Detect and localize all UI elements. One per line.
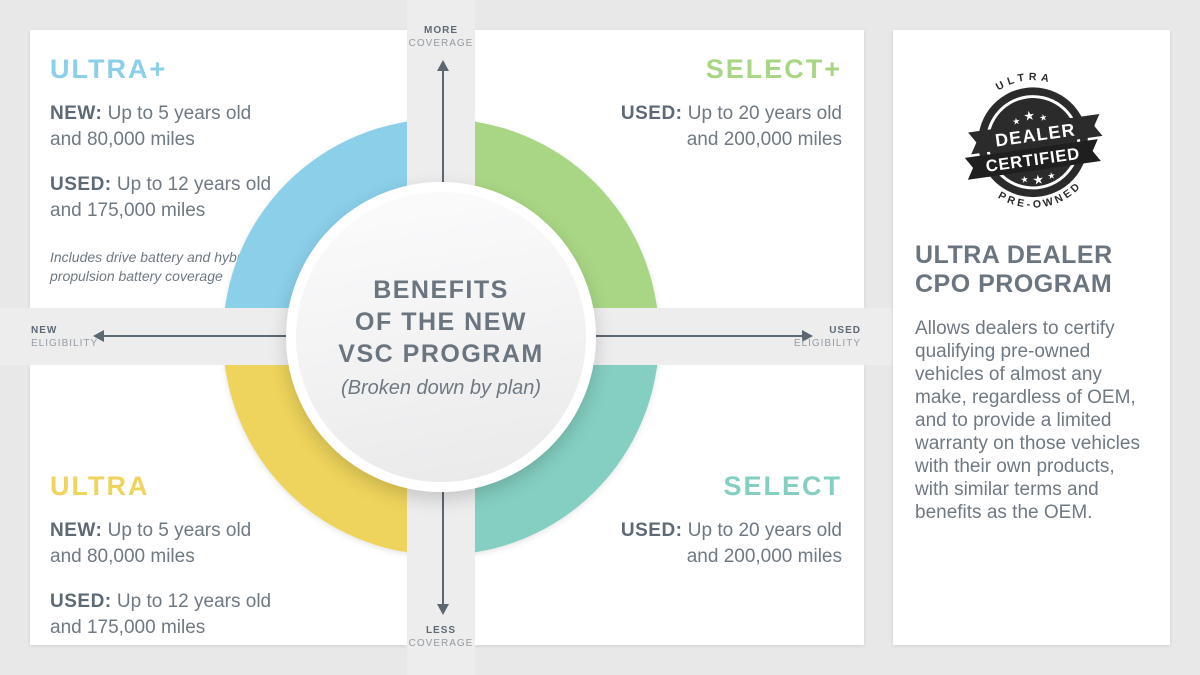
quadrant-title-ultra-plus: ULTRA+ <box>50 54 168 84</box>
sidebar-paragraph: Allows dealers to certify qualifying pre… <box>915 317 1140 523</box>
quadrant-title-select-plus: SELECT+ <box>705 54 842 84</box>
axis-label-used-eligibility: USED ELIGIBILITY <box>793 325 861 349</box>
star-icon: ★ <box>1032 174 1044 187</box>
quadrant-title-select: SELECT <box>723 471 842 501</box>
center-title-circle: BENEFITS OF THE NEW VSC PROGRAM (Broken … <box>286 182 596 492</box>
eligibility-entry: USED: Up to 12 years old and 175,000 mil… <box>50 174 272 221</box>
star-icon: ★ <box>1020 174 1029 184</box>
center-title-line: BENEFITS <box>373 276 509 304</box>
arrow-up-icon <box>437 60 449 71</box>
axis-label-less-coverage: LESS COVERAGE <box>408 625 474 649</box>
eligibility-entry: NEW: Up to 5 years old and 80,000 miles <box>50 520 252 567</box>
arrow-down-icon <box>437 604 449 615</box>
eligibility-entry: NEW: Up to 5 years old and 80,000 miles <box>50 103 252 150</box>
badge-ribbon-bottom <box>964 139 1101 180</box>
badge-ribbon-top <box>967 114 1102 155</box>
star-icon: ★ <box>1012 116 1021 126</box>
dealer-certified-badge: ★ ★ ★ DEALER CERTIFIED ★ ★ ★ ULTRA PRE-O… <box>964 70 1102 215</box>
battery-coverage-note: Includes drive battery and hybrid propul… <box>50 249 253 284</box>
arrow-right-icon <box>802 330 813 342</box>
quadrant-title-ultra: ULTRA <box>50 471 150 501</box>
arrow-left-icon <box>93 330 104 342</box>
eligibility-entry: USED: Up to 20 years old and 200,000 mil… <box>620 520 842 567</box>
sidebar-heading: ULTRA DEALER CPO PROGRAM <box>915 240 1113 298</box>
eligibility-entry: USED: Up to 12 years old and 175,000 mil… <box>50 591 272 638</box>
star-icon: ★ <box>1047 171 1056 181</box>
star-icon: ★ <box>1023 110 1035 123</box>
axis-label-more-coverage: MORE COVERAGE <box>408 25 474 49</box>
center-title-line: VSC PROGRAM <box>338 340 544 368</box>
axis-label-new-eligibility: NEW ELIGIBILITY <box>31 325 99 349</box>
star-icon: ★ <box>1039 113 1048 123</box>
eligibility-entry: USED: Up to 20 years old and 200,000 mil… <box>620 103 842 150</box>
cpo-program-sidebar: ★ ★ ★ DEALER CERTIFIED ★ ★ ★ ULTRA PRE-O… <box>893 30 1170 645</box>
center-title-line: OF THE NEW <box>355 308 527 336</box>
center-subtitle: (Broken down by plan) <box>340 377 542 399</box>
